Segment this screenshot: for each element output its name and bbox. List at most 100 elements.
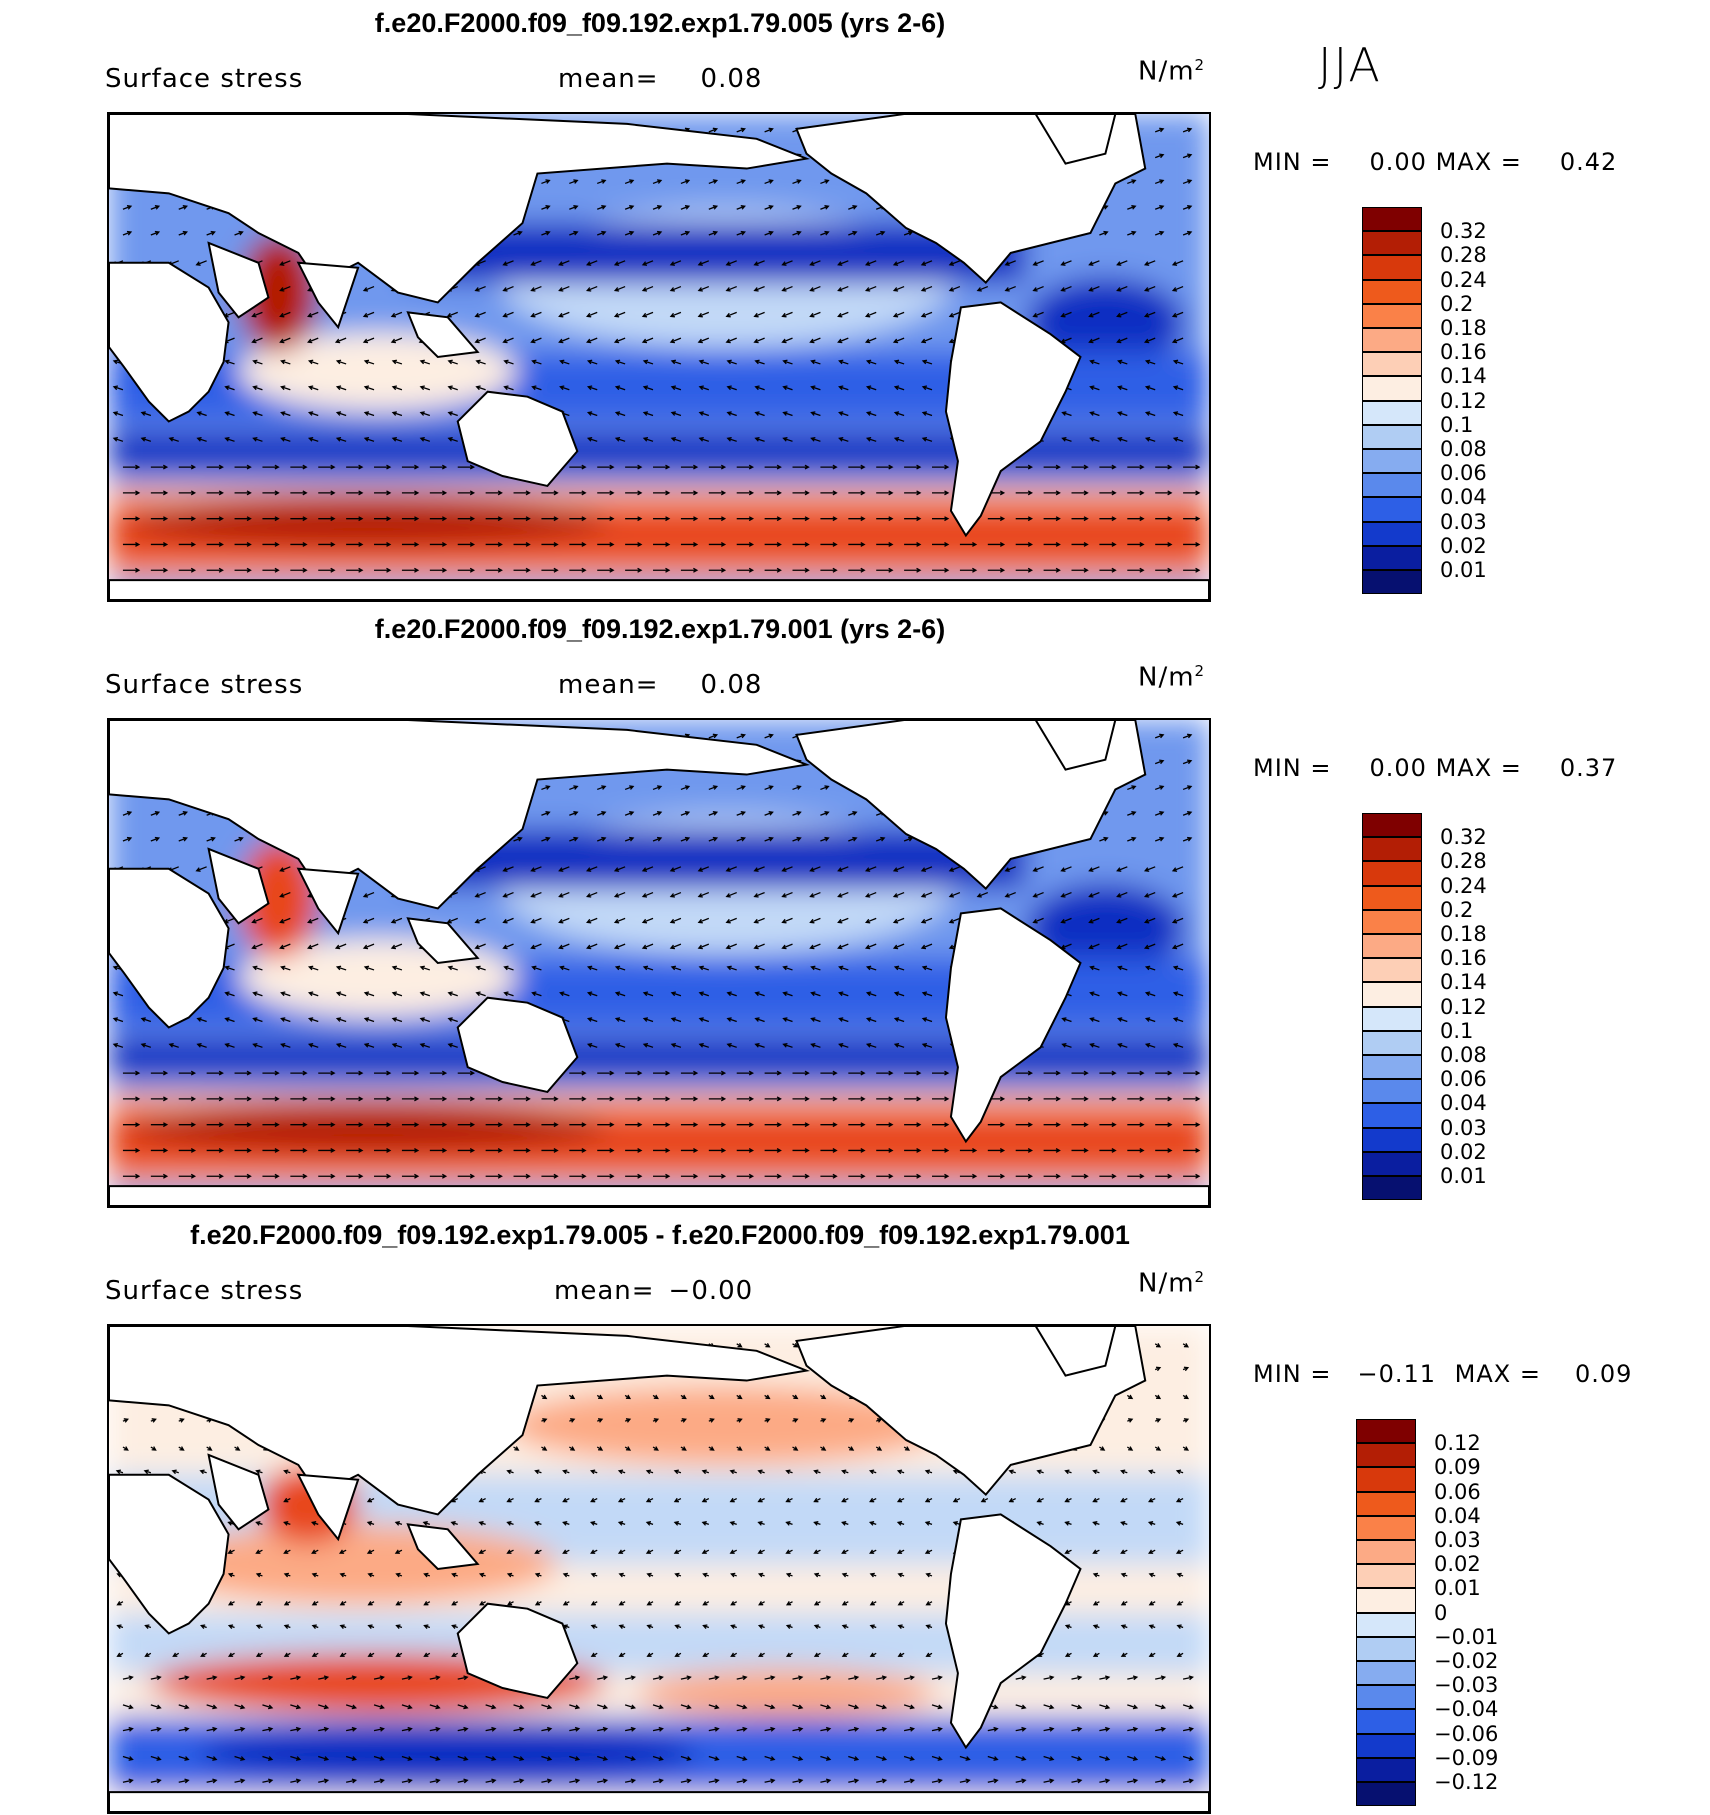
colorbar-swatch <box>1356 1685 1416 1710</box>
land-europeAsia <box>109 720 811 910</box>
colorbar-swatch <box>1362 207 1422 232</box>
panel-2-mean-value: 0.08 <box>700 670 763 700</box>
panel-1-min-max: MIN = 0.00 MAX = 0.42 <box>1253 148 1618 176</box>
colorbar-swatch <box>1356 1540 1416 1565</box>
land-india <box>296 261 360 330</box>
land-india <box>296 867 360 936</box>
land-australia <box>456 996 579 1094</box>
land-northAmerica <box>795 720 1147 891</box>
colorbar-tick-label: 0.01 <box>1434 1576 1481 1601</box>
colorbar-swatch <box>1362 279 1422 304</box>
colorbar-swatch <box>1362 449 1422 474</box>
colorbar-swatch <box>1362 255 1422 280</box>
panel-3-unit: N/m2 <box>1138 1268 1206 1299</box>
panel-3-title: f.e20.F2000.f09_f09.192.exp1.79.005 - f.… <box>190 1220 1130 1250</box>
colorbar-tick-label: 0.14 <box>1440 970 1487 995</box>
colorbar-swatch <box>1362 861 1422 886</box>
colorbar-swatch <box>1356 1757 1416 1782</box>
land-africa <box>109 1473 230 1635</box>
land-northAmerica <box>795 1326 1147 1497</box>
colorbar-swatch <box>1356 1782 1416 1807</box>
colorbar-swatch <box>1356 1636 1416 1661</box>
colorbar-tick-label: 0.01 <box>1440 558 1487 582</box>
colorbar-tick-label: −0.02 <box>1434 1649 1499 1673</box>
panel-3-max-value: 0.09 <box>1574 1360 1633 1388</box>
panel-2-mean: mean= 0.08 <box>558 670 763 700</box>
colorbar-tick-label: 0.06 <box>1440 461 1487 486</box>
colorbar-tick-label: −0.01 <box>1434 1624 1499 1649</box>
colorbar-tick-label: 0.02 <box>1434 1552 1481 1577</box>
colorbar-swatch <box>1356 1467 1416 1492</box>
colorbar-swatch <box>1362 1103 1422 1128</box>
colorbar-swatch <box>1356 1515 1416 1540</box>
colorbar-swatch <box>1362 376 1422 401</box>
land-antarctica <box>109 1791 1209 1812</box>
land-arabia <box>207 847 270 925</box>
land-greenland <box>1034 1326 1117 1377</box>
colorbar-tick-label: 0.02 <box>1440 1139 1487 1164</box>
panel-3-min-value: −0.11 <box>1357 1360 1437 1388</box>
colorbar-swatch <box>1356 1733 1416 1758</box>
panel-1-title: f.e20.F2000.f09_f09.192.exp1.79.005 (yrs… <box>374 8 946 38</box>
colorbar-tick-label: 0.28 <box>1440 243 1487 268</box>
colorbar-tick-label: 0.06 <box>1440 1067 1487 1092</box>
land-antarctica <box>109 1185 1209 1206</box>
colorbar-swatch <box>1362 303 1422 328</box>
colorbar-swatch <box>1362 1176 1422 1201</box>
panel-1-variable: Surface stress <box>105 64 304 94</box>
colorbar-tick-label: 0.1 <box>1440 1018 1474 1043</box>
panel-1-min-value: 0.00 <box>1369 148 1427 176</box>
panel-1-map <box>107 112 1211 602</box>
colorbar-tick-label: −0.06 <box>1434 1721 1499 1746</box>
colorbar-swatch <box>1356 1443 1416 1468</box>
land-europeAsia <box>109 114 811 304</box>
panel-3-mean: mean= −0.00 <box>554 1276 754 1306</box>
colorbar-tick-label: 0 <box>1434 1600 1448 1625</box>
colorbar-swatch <box>1362 1030 1422 1055</box>
colorbar-swatch <box>1362 934 1422 959</box>
colorbar-swatch <box>1362 837 1422 862</box>
colorbar-tick-label: 0.03 <box>1440 1115 1487 1140</box>
panel-2-title: f.e20.F2000.f09_f09.192.exp1.79.001 (yrs… <box>374 614 946 644</box>
colorbar-swatch <box>1362 400 1422 425</box>
land-australia <box>456 390 579 488</box>
colorbar-tick-label: 0.12 <box>1440 994 1487 1019</box>
colorbar-swatch <box>1362 570 1422 595</box>
panel-1-colorbar: 0.32 0.28 0.24 0.2 0.18 0.16 0.14 0.12 0.1 0.08 0.… <box>1362 207 1562 597</box>
land-antarctica <box>109 579 1209 600</box>
land-india <box>296 1473 360 1542</box>
colorbar-swatch <box>1362 352 1422 377</box>
panel-3-map-svg <box>109 1326 1209 1812</box>
colorbar-tick-label: 0.2 <box>1440 897 1474 922</box>
colorbar-tick-label: 0.04 <box>1440 1091 1487 1116</box>
colorbar-tick-label: 0.28 <box>1440 849 1487 874</box>
panel-3-colorbar: 0.12 0.09 0.06 0.04 0.03 0.02 0.01 0 −0.01 −0.02−… <box>1356 1419 1556 1809</box>
colorbar-tick-label: 0.2 <box>1440 291 1474 316</box>
colorbar-swatch <box>1356 1588 1416 1613</box>
colorbar-tick-label: 0.32 <box>1440 219 1487 244</box>
land-northAmerica <box>795 114 1147 285</box>
land-seAsia <box>406 917 480 965</box>
colorbar-swatch <box>1362 982 1422 1007</box>
colorbar-swatch <box>1362 521 1422 546</box>
land-southAmerica <box>944 301 1082 538</box>
land-southAmerica <box>944 907 1082 1144</box>
colorbar-tick-label: 0.16 <box>1440 946 1487 971</box>
panel-1-mean-label: mean= <box>558 64 659 94</box>
colorbar-swatch <box>1362 1079 1422 1104</box>
land-seAsia <box>406 1523 480 1571</box>
panel-1-max-value: 0.42 <box>1559 148 1618 176</box>
colorbar-tick-label: 0.01 <box>1440 1164 1487 1188</box>
land-africa <box>109 867 230 1029</box>
colorbar-swatch <box>1356 1419 1416 1444</box>
colorbar-tick-label: 0.18 <box>1440 922 1487 946</box>
colorbar-tick-label: 0.03 <box>1434 1528 1481 1552</box>
panel-3-variable: Surface stress <box>105 1276 304 1306</box>
colorbar-tick-label: 0.06 <box>1434 1479 1481 1504</box>
colorbar-tick-label: 0.24 <box>1440 267 1487 292</box>
colorbar-tick-label: 0.04 <box>1440 485 1487 510</box>
land-arabia <box>207 1453 270 1531</box>
colorbar-tick-label: 0.04 <box>1434 1503 1481 1528</box>
panel-3-mean-value: −0.00 <box>668 1276 754 1306</box>
colorbar-swatch <box>1362 1127 1422 1152</box>
